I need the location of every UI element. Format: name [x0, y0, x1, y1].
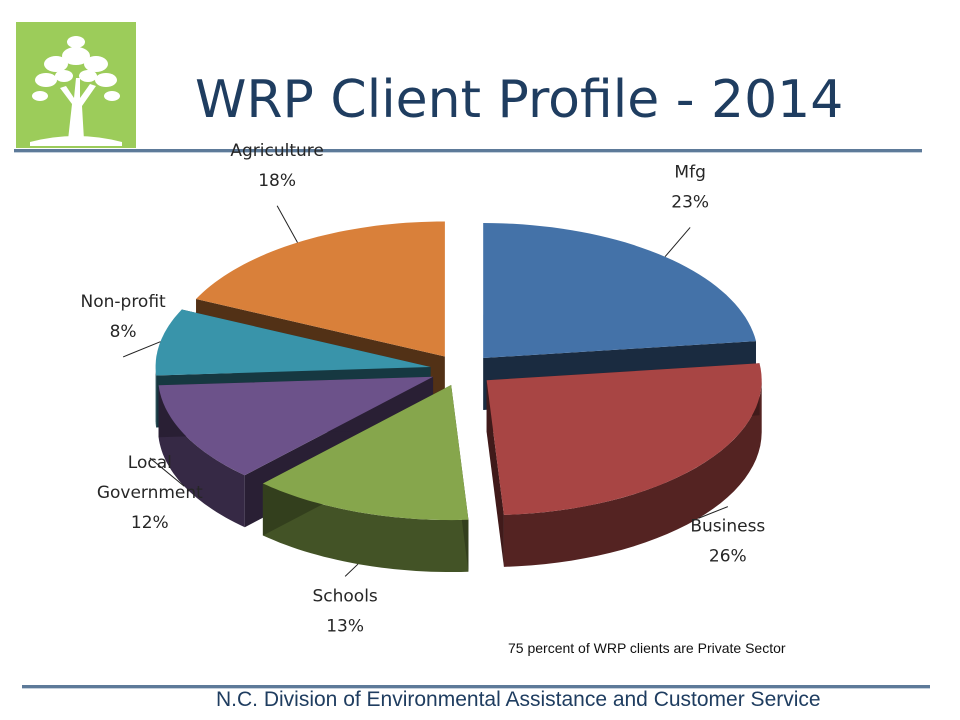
footer-divider [22, 685, 930, 689]
footer-text: N.C. Division of Environmental Assistanc… [216, 688, 821, 711]
data-label-agriculture: Agriculture 18% [230, 141, 324, 191]
slice-top [486, 363, 762, 515]
data-label-business: Business 26% [690, 517, 765, 567]
tree-logo [16, 22, 136, 148]
slice-top [262, 385, 469, 521]
data-label-mfg: Mfg 23% [671, 162, 709, 212]
data-label-non-profit: Non-profit 8% [81, 292, 167, 342]
leader-line-local-government [149, 457, 185, 487]
tree-icon [30, 36, 122, 146]
slice-top [158, 376, 434, 476]
pie-slice-business [486, 363, 762, 567]
slice-top [483, 223, 756, 358]
slice-top [196, 221, 445, 357]
leader-line-schools [344, 563, 359, 577]
data-label-schools: Schools 13% [312, 586, 377, 636]
page-title: WRP Client Profile - 2014 [195, 70, 844, 130]
header-divider [14, 149, 922, 153]
slice-wall [155, 367, 157, 428]
leader-line-non-profit [122, 341, 161, 358]
leader-line-agriculture [276, 205, 298, 243]
data-label-local-government: Local Government 12% [97, 453, 203, 533]
pie-slice-schools [262, 385, 469, 572]
chart-note: 75 percent of WRP clients are Private Se… [508, 640, 786, 656]
slice-wall [503, 380, 762, 567]
slice-top [155, 309, 431, 376]
slice-wall [158, 385, 245, 528]
slice-face [486, 380, 504, 567]
leader-line-mfg [664, 227, 691, 258]
leader-line-business [698, 506, 729, 519]
